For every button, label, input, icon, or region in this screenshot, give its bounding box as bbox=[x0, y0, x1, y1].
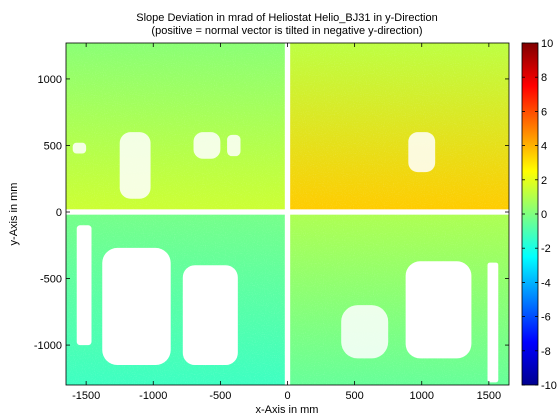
gap-scatter-3 bbox=[227, 134, 241, 157]
y-tick-label: 0 bbox=[56, 207, 62, 219]
colorbar-tick-label: -10 bbox=[541, 380, 557, 392]
colorbar-tick-label: -2 bbox=[541, 243, 551, 255]
colorbar-tick-label: -8 bbox=[541, 346, 551, 358]
gap-left-edge-strip bbox=[76, 225, 92, 346]
colorbar-tick-label: 6 bbox=[541, 106, 547, 118]
colorbar-tick-label: 10 bbox=[541, 38, 553, 50]
quadrant-texture-bottom-left bbox=[66, 214, 285, 385]
x-tick-label: 0 bbox=[284, 390, 290, 402]
chart-subtitle: (positive = normal vector is tilted in n… bbox=[151, 25, 422, 37]
x-tick-label: 1500 bbox=[477, 390, 501, 402]
x-tick-label: -1000 bbox=[139, 390, 167, 402]
colorbar-tick-label: 0 bbox=[541, 209, 547, 221]
colorbar-tick-label: -6 bbox=[541, 312, 551, 324]
y-tick-label: 1000 bbox=[38, 74, 62, 86]
x-axis-label: x-Axis in mm bbox=[256, 404, 319, 416]
colorbar-tick-label: 8 bbox=[541, 72, 547, 84]
chart-title: Slope Deviation in mrad of Heliostat Hel… bbox=[136, 12, 437, 24]
gap-right-hole-1 bbox=[405, 261, 472, 359]
gap-scatter-5 bbox=[341, 305, 389, 359]
quadrant-texture-bottom-right bbox=[290, 214, 509, 385]
x-tick-label: -1500 bbox=[72, 390, 100, 402]
quadrant-texture-top-left bbox=[66, 43, 285, 210]
colorbar-tick-label: 2 bbox=[541, 175, 547, 187]
gap-left-hole-1 bbox=[102, 247, 171, 366]
colorbar-tick-label: 4 bbox=[541, 141, 547, 153]
x-tick-label: 500 bbox=[345, 390, 363, 402]
y-tick-label: -1000 bbox=[34, 340, 62, 352]
y-axis-label: y-Axis in mm bbox=[8, 183, 20, 246]
x-tick-label: 1000 bbox=[410, 390, 434, 402]
gap-scatter-4 bbox=[408, 132, 436, 173]
gap-scatter-1 bbox=[119, 132, 151, 199]
y-tick-label: 500 bbox=[44, 140, 62, 152]
gap-scatter-6 bbox=[72, 142, 87, 154]
gap-right-edge-strip bbox=[487, 262, 499, 383]
x-tick-label: -500 bbox=[209, 390, 231, 402]
colorbar-tick-label: -4 bbox=[541, 277, 551, 289]
gap-scatter-2 bbox=[193, 132, 221, 159]
quadrant-texture-top-right bbox=[290, 43, 509, 210]
y-tick-label: -500 bbox=[40, 274, 62, 286]
gap-left-hole-2 bbox=[182, 265, 238, 366]
